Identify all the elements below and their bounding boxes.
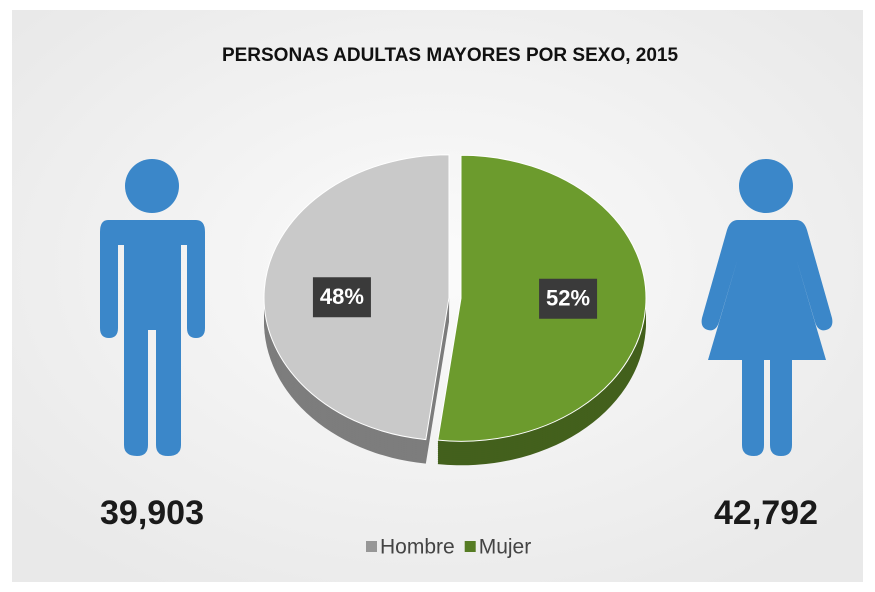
legend-label: Mujer — [479, 536, 532, 559]
woman-count: 42,792 — [714, 494, 818, 532]
legend-label: Hombre — [380, 536, 455, 559]
legend: Hombre Mujer — [366, 536, 531, 559]
legend-swatch — [366, 541, 377, 552]
chart-title: PERSONAS ADULTAS MAYORES POR SEXO, 2015 — [222, 45, 679, 66]
data-label: 52% — [546, 286, 590, 311]
label-box — [312, 277, 371, 318]
man-icon — [100, 159, 205, 456]
legend-swatch — [464, 541, 476, 552]
woman-icon — [701, 159, 833, 456]
data-label: 48% — [320, 284, 364, 309]
label-box — [539, 278, 598, 319]
pie: 48% 52% — [263, 154, 647, 466]
man-count: 39,903 — [100, 494, 204, 532]
